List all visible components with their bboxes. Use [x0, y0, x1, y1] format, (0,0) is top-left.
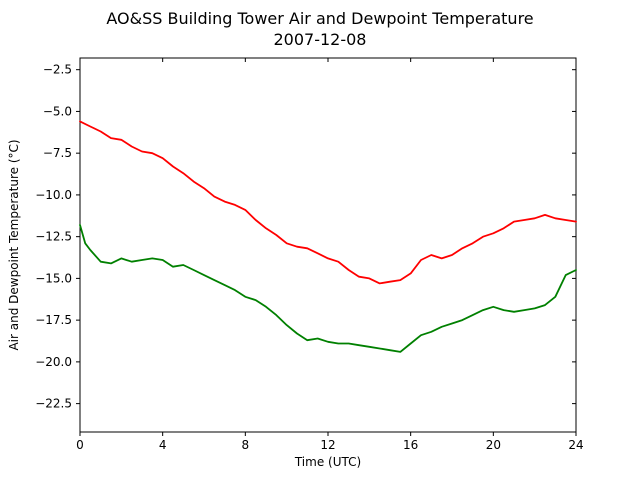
- y-axis-label: Air and Dewpoint Temperature (°C): [7, 139, 21, 350]
- x-tick-label: 0: [76, 438, 84, 452]
- dewpoint-temperature-line: [79, 224, 577, 353]
- y-tick-label: −15.0: [35, 271, 72, 285]
- x-tick-label: 4: [159, 438, 167, 452]
- y-tick-label: −5.0: [43, 104, 72, 118]
- plot-area: [79, 57, 577, 433]
- x-axis-label: Time (UTC): [294, 455, 361, 469]
- air-temperature-line: [79, 120, 577, 285]
- chart-subtitle: 2007-12-08: [274, 30, 367, 49]
- y-axis: −22.5 −20.0 −17.5 −15.0 −12.5 −10.0 −7.5 −5.0 −2…: [35, 63, 576, 411]
- y-tick-label: −17.5: [35, 313, 72, 327]
- plot-frame: [79, 57, 577, 433]
- y-tick-label: −20.0: [35, 355, 72, 369]
- x-tick-label: 12: [320, 438, 335, 452]
- x-tick-label: 8: [242, 438, 250, 452]
- x-axis: 0 4 8 12 16 20 24: [76, 58, 584, 452]
- y-tick-label: −7.5: [43, 146, 72, 160]
- x-tick-label: 24: [568, 438, 583, 452]
- x-tick-label: 20: [486, 438, 501, 452]
- y-tick-label: −22.5: [35, 397, 72, 411]
- x-tick-label: 16: [403, 438, 418, 452]
- y-tick-label: −10.0: [35, 188, 72, 202]
- y-tick-label: −12.5: [35, 230, 72, 244]
- chart-title: AO&SS Building Tower Air and Dewpoint Te…: [106, 9, 533, 28]
- y-tick-label: −2.5: [43, 63, 72, 77]
- series-layer: [79, 120, 577, 353]
